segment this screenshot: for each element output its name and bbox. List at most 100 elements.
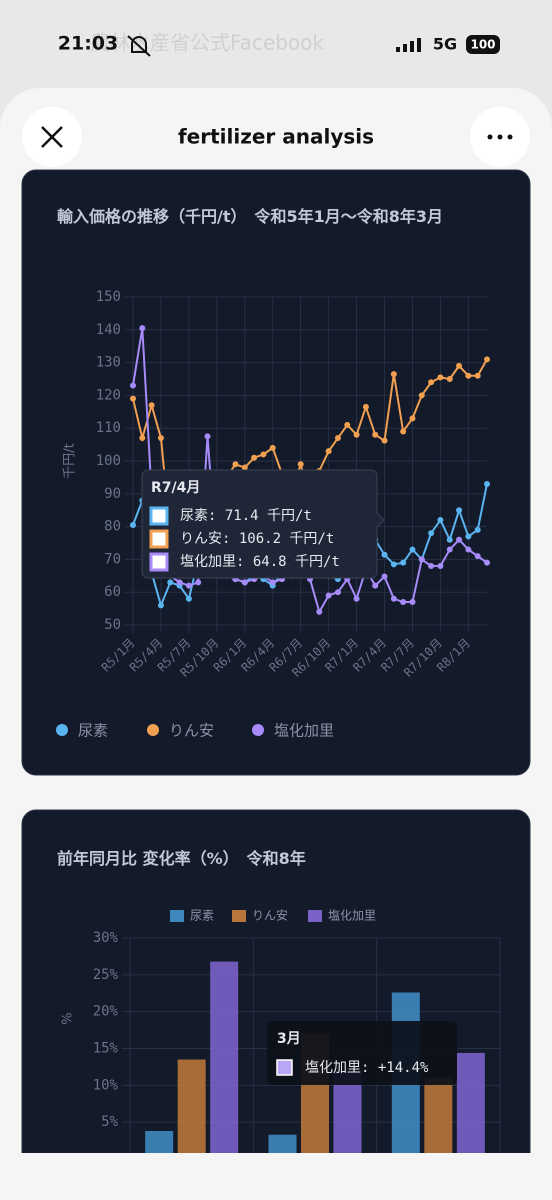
point: [381, 573, 388, 580]
status-time: 21:03: [58, 33, 118, 55]
battery-level: 100: [470, 38, 495, 52]
legend-marker: [252, 724, 264, 736]
legend-label: 塩化加里: [274, 722, 334, 740]
point: [409, 415, 416, 422]
y-tick-label: 15%: [93, 1041, 119, 1057]
y-tick-label: 100: [96, 453, 121, 469]
point: [241, 579, 248, 586]
point: [400, 599, 407, 606]
bottom-bar: [0, 1153, 552, 1200]
point: [269, 579, 276, 586]
point: [474, 553, 481, 560]
point: [381, 437, 388, 444]
y-tick-label: 10%: [93, 1077, 119, 1093]
point: [372, 582, 379, 589]
point: [297, 461, 304, 468]
point: [334, 435, 341, 442]
point: [390, 595, 397, 602]
more-icon: [487, 134, 513, 140]
signal-icon: [396, 38, 421, 52]
point: [353, 431, 360, 438]
point: [139, 325, 146, 332]
point: [428, 530, 435, 537]
point: [344, 421, 351, 428]
point: [130, 382, 136, 389]
point: [400, 559, 407, 566]
point: [334, 589, 341, 596]
point: [465, 546, 472, 553]
point: [251, 454, 258, 461]
y-tick-label: 50: [104, 617, 121, 633]
point: [418, 392, 425, 399]
y-tick-label: 130: [96, 355, 121, 371]
point: [204, 433, 211, 440]
point: [428, 562, 435, 569]
point: [437, 562, 444, 569]
point: [409, 599, 416, 606]
point: [400, 428, 407, 435]
tooltip-swatch: [149, 529, 169, 549]
bar: [424, 1077, 453, 1153]
point: [428, 379, 435, 386]
header-title: fertilizer analysis: [178, 125, 374, 149]
point: [139, 435, 146, 442]
point: [456, 507, 463, 514]
y-tick-label: 60: [104, 584, 121, 600]
battery: [466, 35, 500, 54]
point: [409, 546, 416, 553]
tooltip-item: 尿素: 71.4 千円/t: [180, 508, 312, 524]
chart-title: 前年同月比 変化率（%） 令和8年: [57, 849, 306, 868]
point: [456, 362, 463, 369]
point: [362, 403, 369, 410]
point: [185, 595, 192, 602]
point: [185, 582, 192, 589]
chart-title: 輸入価格の推移（千円/t） 令和5年1月～令和8年3月: [57, 207, 444, 226]
point: [325, 448, 332, 455]
point: [176, 579, 183, 586]
point: [232, 461, 239, 468]
legend-label: 尿素: [190, 909, 214, 923]
tooltip: [141, 469, 385, 579]
background-text: 農林水産省公式Facebook: [90, 31, 324, 55]
legend-marker: [147, 724, 159, 736]
tooltip-swatch: [149, 552, 169, 572]
legend-label: 塩化加里: [328, 908, 376, 923]
y-tick-label: 5%: [101, 1114, 118, 1130]
tooltip-item: 塩化加里: +14.4%: [305, 1060, 429, 1076]
point: [446, 536, 453, 543]
line-chart: 5060708090100110120130140150千円/tR5/1月R5/…: [56, 289, 490, 740]
tooltip: [267, 1021, 457, 1085]
y-tick-label: 150: [96, 289, 121, 305]
point: [316, 608, 323, 615]
network: 5G: [433, 35, 457, 54]
legend-marker: [308, 910, 322, 922]
point: [474, 526, 481, 533]
legend-marker: [232, 910, 246, 922]
point: [446, 546, 453, 553]
point: [484, 480, 490, 487]
y-tick-label: 140: [96, 322, 121, 338]
point: [195, 579, 202, 586]
y-axis-label: %: [61, 1012, 76, 1024]
point: [260, 451, 267, 458]
close-icon: [41, 126, 63, 148]
tooltip-item: りん安: 106.2 千円/t: [180, 531, 334, 547]
tooltip-item: 塩化加里: 64.8 千円/t: [180, 554, 340, 570]
point: [381, 551, 388, 558]
point: [157, 602, 164, 609]
y-axis-label: 千円/t: [63, 443, 78, 478]
point: [130, 395, 136, 402]
point: [465, 372, 472, 379]
tooltip-swatch: [149, 506, 169, 526]
y-tick-label: 90: [104, 486, 121, 502]
point: [241, 464, 248, 471]
legend-label: りん安: [169, 722, 214, 740]
tooltip-title: 3月: [277, 1031, 301, 1047]
y-tick-label: 25%: [93, 967, 119, 983]
point: [325, 592, 332, 599]
point: [148, 402, 155, 409]
legend-marker: [170, 910, 184, 922]
y-tick-label: 110: [96, 420, 121, 436]
point: [437, 517, 444, 524]
